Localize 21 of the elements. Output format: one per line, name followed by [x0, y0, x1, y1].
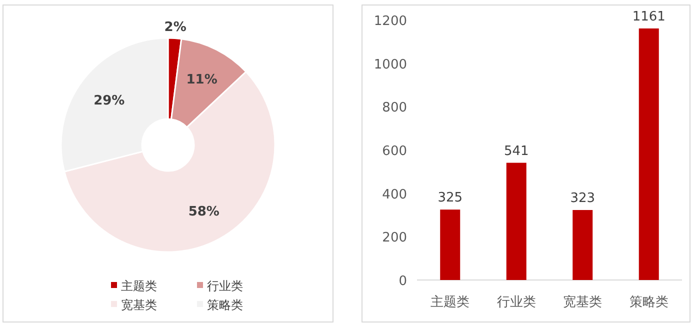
data-label: 11%	[186, 72, 218, 88]
y-tick-label: 1000	[374, 57, 407, 72]
y-tick-label: 1200	[374, 14, 407, 29]
data-label: 58%	[188, 204, 220, 220]
y-tick-label: 0	[398, 274, 407, 289]
x-tick-label: 策略类	[629, 295, 668, 310]
data-label: 1161	[632, 9, 666, 24]
data-label: 325	[438, 190, 463, 206]
y-tick-label: 400	[382, 187, 407, 202]
x-tick-label: 宽基类	[563, 294, 602, 310]
data-label: 541	[504, 144, 529, 159]
legend-label: 主题类	[121, 279, 157, 293]
x-tick-label: 行业类	[496, 295, 536, 310]
data-label: 323	[570, 191, 596, 206]
y-tick-label: 800	[382, 100, 407, 116]
data-label: 2%	[164, 20, 186, 36]
y-tick-label: 600	[382, 144, 407, 159]
x-tick-label: 主题类	[430, 294, 470, 310]
data-label: 29%	[94, 93, 125, 108]
y-tick-label: 200	[382, 230, 407, 246]
legend-label: 行业类	[207, 279, 243, 293]
